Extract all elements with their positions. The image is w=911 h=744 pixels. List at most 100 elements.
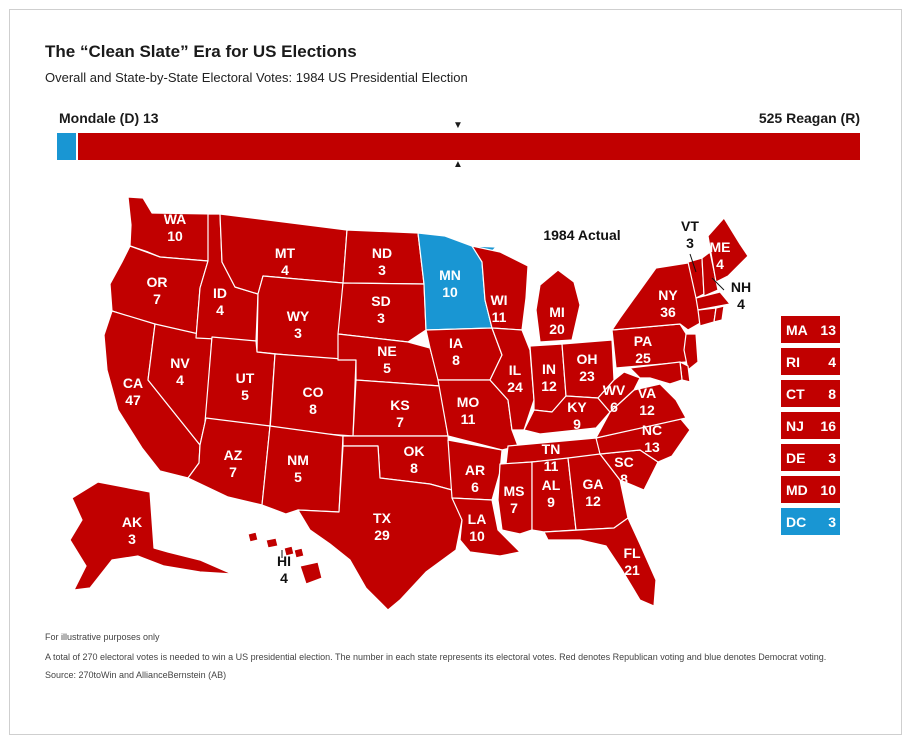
state-votes-fl: 21 <box>624 562 640 578</box>
small-state-box-ct: CT 8 <box>781 380 840 407</box>
state-votes-in: 12 <box>541 378 557 394</box>
state-label-hi: HI <box>277 553 291 569</box>
republican-total-label: 525 Reagan (R) <box>758 110 860 126</box>
state-votes-pa: 25 <box>635 350 651 366</box>
state-votes-tx: 29 <box>374 527 390 543</box>
map-scenario-title: 1984 Actual <box>543 227 620 243</box>
state-votes-ne: 5 <box>383 360 391 376</box>
state-shape-il <box>489 327 535 431</box>
state-votes-co: 8 <box>309 401 317 417</box>
state-votes-id: 4 <box>216 302 224 318</box>
state-votes-va: 12 <box>639 402 655 418</box>
state-votes-hi: 4 <box>280 570 288 586</box>
small-state-abbr: RI <box>786 353 800 370</box>
state-votes-ms: 7 <box>510 500 518 516</box>
state-shape-tx <box>297 445 463 611</box>
state-label-ne: NE <box>377 343 396 359</box>
state-votes-az: 7 <box>229 464 237 480</box>
small-state-votes: 4 <box>828 353 836 370</box>
midpoint-marker-down-icon: ▼ <box>453 120 463 131</box>
state-label-sd: SD <box>371 293 390 309</box>
state-label-sc: SC <box>614 454 633 470</box>
state-votes-la: 10 <box>469 528 485 544</box>
state-votes-ar: 6 <box>471 479 479 495</box>
state-label-la: LA <box>468 511 487 527</box>
small-state-votes: 8 <box>828 385 836 402</box>
state-label-va: VA <box>638 385 656 401</box>
state-votes-ok: 8 <box>410 460 418 476</box>
state-label-ar: AR <box>465 462 485 478</box>
state-votes-il: 24 <box>507 379 523 395</box>
state-label-nh: NH <box>731 279 751 295</box>
state-shape-ma <box>695 291 731 311</box>
small-state-abbr: CT <box>786 385 805 402</box>
page-subtitle: Overall and State-by-State Electoral Vot… <box>45 70 468 85</box>
state-label-in: IN <box>542 361 556 377</box>
state-label-ga: GA <box>583 476 604 492</box>
state-label-ny: NY <box>658 287 678 303</box>
state-votes-sd: 3 <box>377 310 385 326</box>
democrat-total-label: Mondale (D) 13 <box>59 110 159 126</box>
state-votes-al: 9 <box>547 494 555 510</box>
state-label-oh: OH <box>577 351 598 367</box>
state-label-az: AZ <box>224 447 243 463</box>
footer-source: Source: 270toWin and AllianceBernstein (… <box>45 670 227 680</box>
nh-leader-line <box>711 277 725 291</box>
state-label-mi: MI <box>549 304 565 320</box>
state-label-mo: MO <box>457 394 480 410</box>
state-votes-ca: 47 <box>125 392 141 408</box>
state-label-co: CO <box>303 384 324 400</box>
state-label-wa: WA <box>164 211 187 227</box>
state-shape-nc <box>595 417 691 463</box>
state-label-wv: WV <box>603 382 626 398</box>
state-votes-or: 7 <box>153 291 161 307</box>
state-shape-ar <box>447 439 503 501</box>
state-shape-nh <box>701 251 719 297</box>
state-label-nv: NV <box>170 355 190 371</box>
state-label-ut: UT <box>236 370 255 386</box>
state-votes-mi: 20 <box>549 321 565 337</box>
state-label-tn: TN <box>542 441 561 457</box>
state-label-ky: KY <box>567 399 587 415</box>
state-label-nd: ND <box>372 245 392 261</box>
state-label-nm: NM <box>287 452 309 468</box>
small-state-votes: 10 <box>820 481 836 498</box>
state-label-wi: WI <box>490 292 507 308</box>
small-state-abbr: DC <box>786 513 807 530</box>
state-label-mt: MT <box>275 245 296 261</box>
state-votes-wa: 10 <box>167 228 183 244</box>
state-votes-vt: 3 <box>686 235 694 251</box>
state-shape-la <box>451 497 521 557</box>
state-votes-mn: 10 <box>442 284 458 300</box>
state-shape-ia <box>425 327 503 381</box>
small-state-box-nj: NJ 16 <box>781 412 840 439</box>
state-shape-hi <box>247 531 323 585</box>
state-votes-wv: 6 <box>610 399 618 415</box>
state-votes-ny: 36 <box>660 304 676 320</box>
state-shape-md <box>629 361 683 385</box>
state-label-ak: AK <box>122 514 142 530</box>
state-label-nc: NC <box>642 422 662 438</box>
state-votes-mt: 4 <box>281 262 289 278</box>
state-label-wy: WY <box>287 308 310 324</box>
small-state-votes: 3 <box>828 513 836 530</box>
republican-vote-segment <box>78 133 860 160</box>
state-votes-wi: 11 <box>492 309 507 325</box>
state-label-pa: PA <box>634 333 652 349</box>
state-shape-mi <box>535 269 581 343</box>
state-label-or: OR <box>147 274 168 290</box>
state-label-id: ID <box>213 285 227 301</box>
small-state-box-md: MD 10 <box>781 476 840 503</box>
small-state-box-ma: MA 13 <box>781 316 840 343</box>
state-votes-sc: 8 <box>620 471 628 487</box>
state-votes-nc: 13 <box>644 439 660 455</box>
state-label-ks: KS <box>390 397 409 413</box>
electoral-vote-bar <box>57 133 860 160</box>
state-label-ok: OK <box>404 443 425 459</box>
state-label-me: ME <box>710 239 731 255</box>
state-shape-ak <box>69 481 233 591</box>
state-shape-fl <box>543 517 657 607</box>
state-label-ca: CA <box>123 375 143 391</box>
state-labels: WA10OR7CA47NV4ID4MT4WY3UT5AZ7CO8NM5ND3SD… <box>122 211 751 586</box>
